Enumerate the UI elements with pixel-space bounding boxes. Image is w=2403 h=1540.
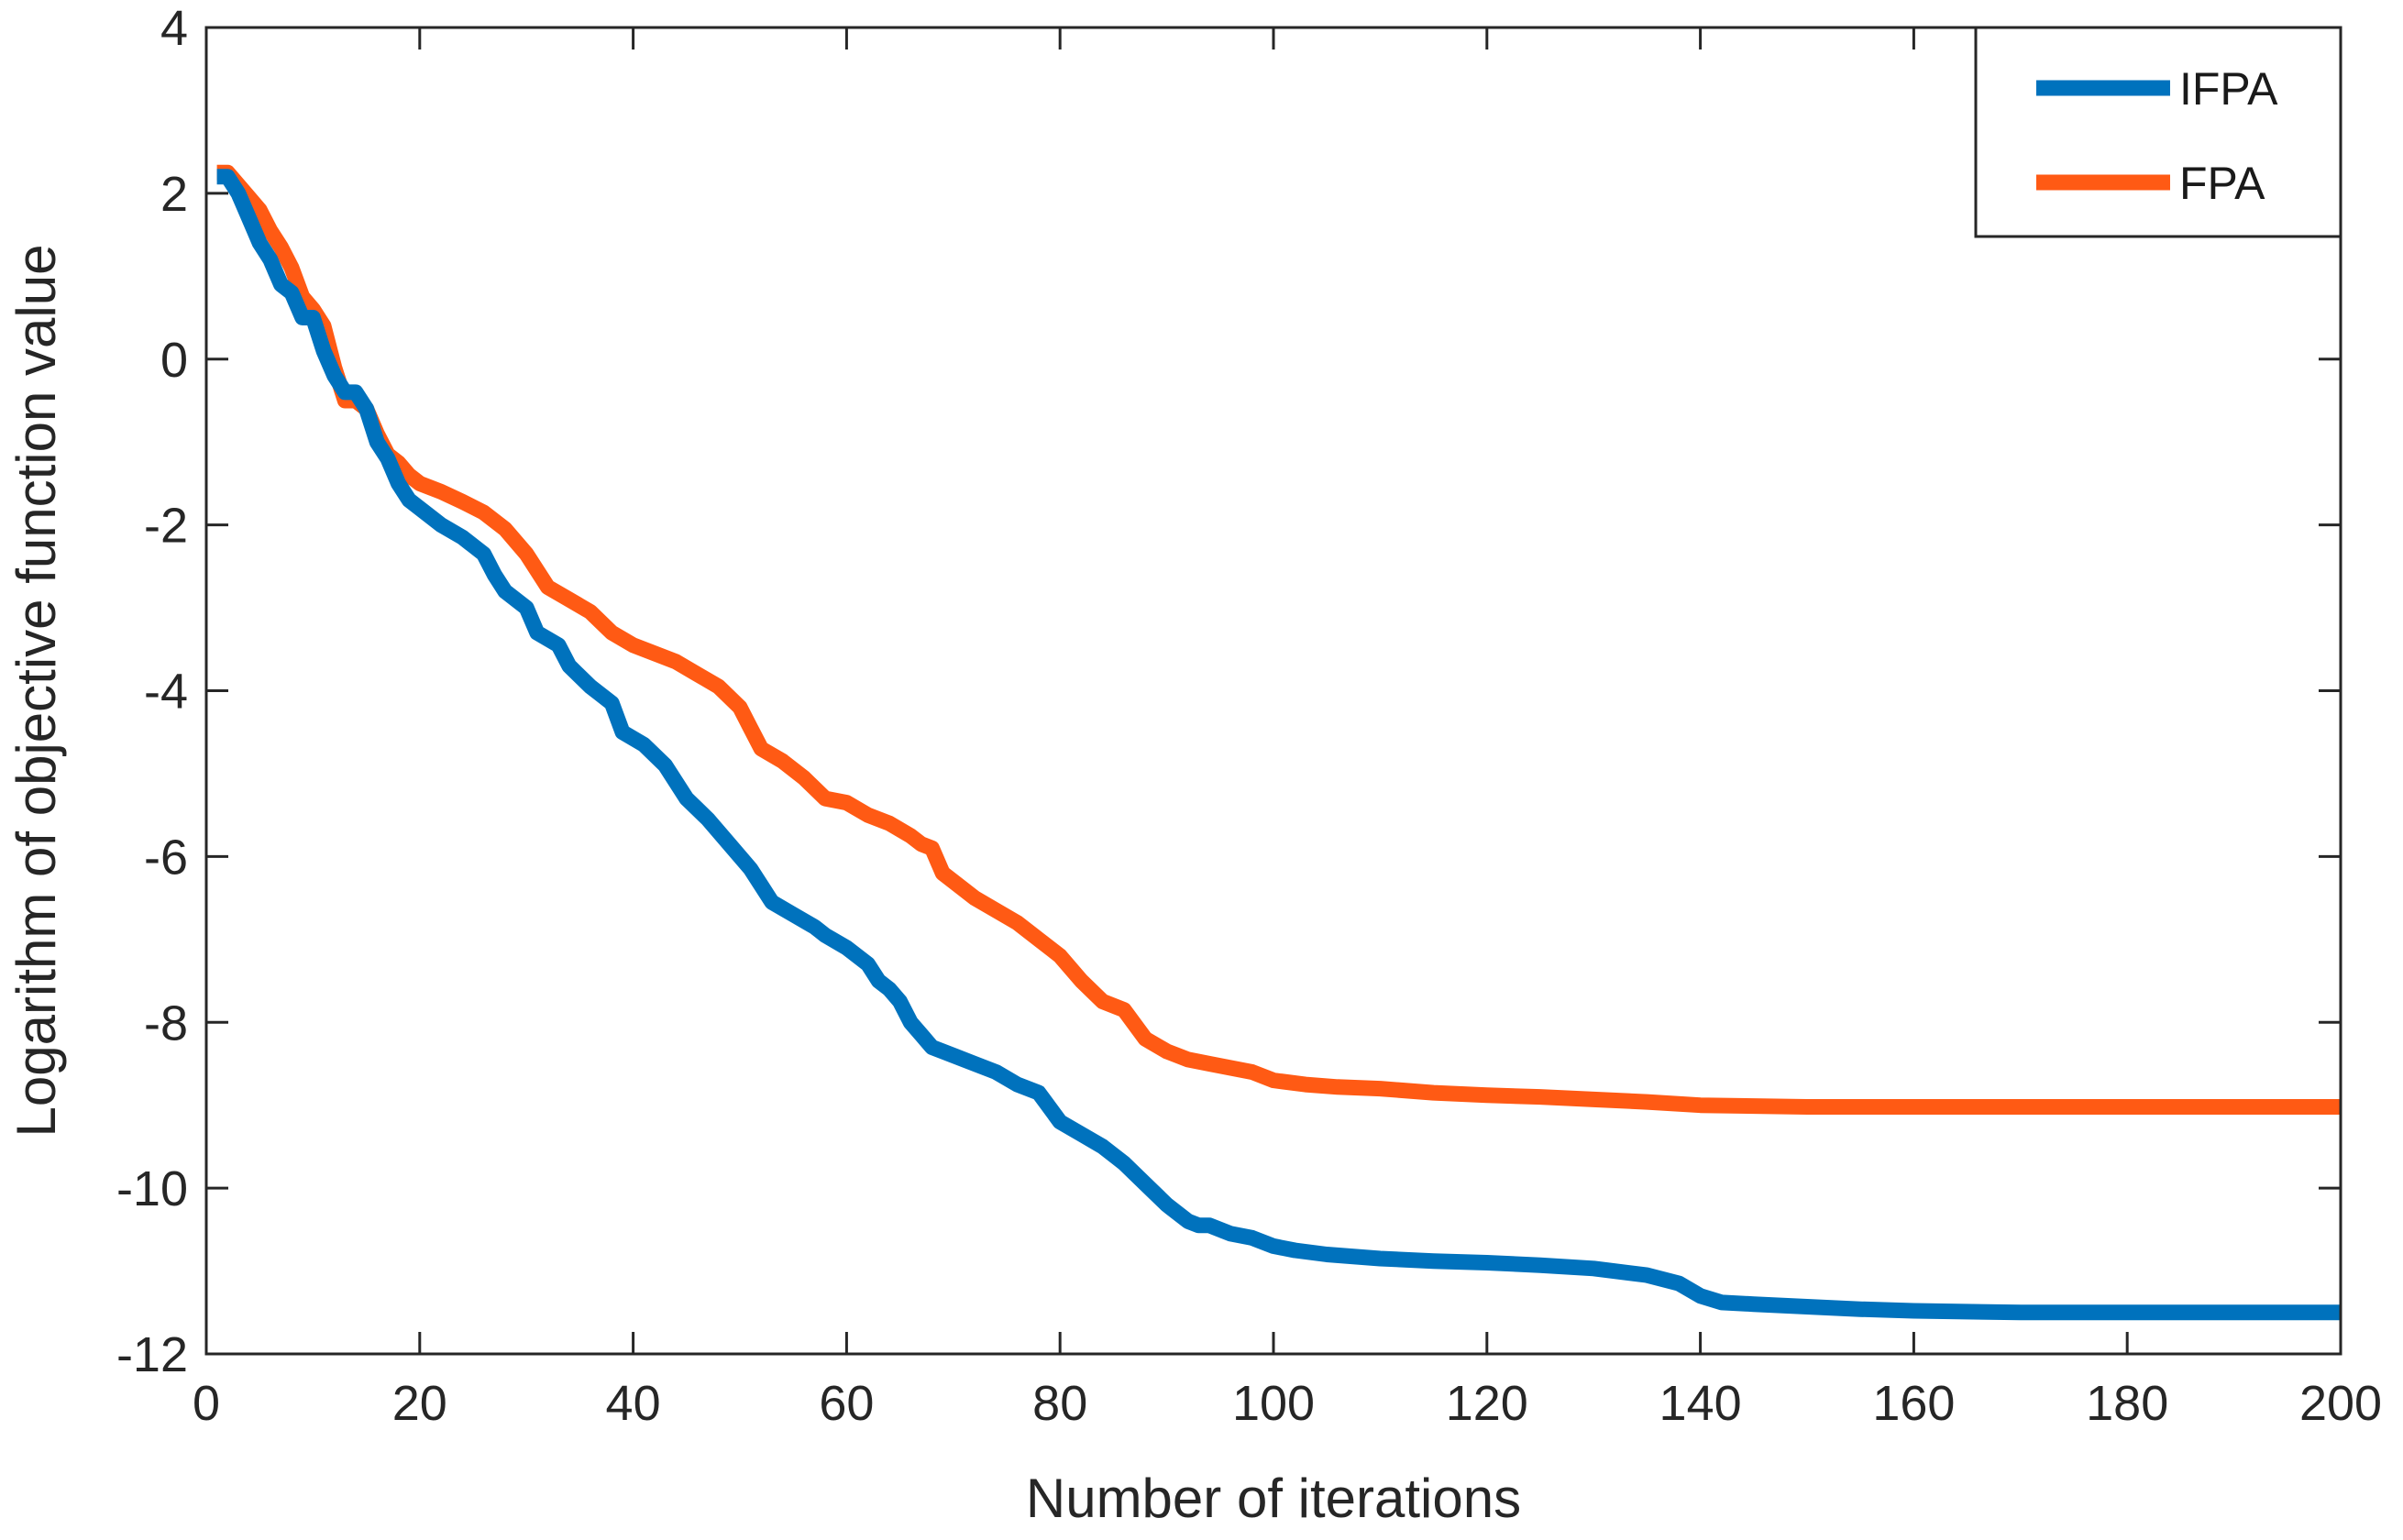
x-axis: 0 20 40 60 80 100 120 140 160 180 200 [193,28,2382,1431]
y-tick-label: -10 [116,1161,188,1216]
x-tick-label: 0 [193,1376,220,1431]
x-tick-label: 40 [606,1376,661,1431]
x-tick-label: 140 [1659,1376,1742,1431]
legend-box [1974,26,2342,238]
legend: IFPA FPA [1974,26,2342,238]
y-axis: 4 2 0 -2 -4 -6 -8 -10 -12 [116,1,2341,1382]
x-tick-label: 120 [1446,1376,1528,1431]
y-axis-title: Logarithm of objective function value [6,245,67,1138]
y-tick-label: 4 [160,1,188,56]
legend-label-fpa: FPA [2179,158,2265,209]
plot-background [206,28,2341,1354]
x-tick-label: 160 [1872,1376,1955,1431]
y-tick-label: 2 [160,167,188,222]
axes-frame [204,26,2342,1356]
y-tick-label: 0 [160,333,188,388]
y-tick-label: -8 [144,996,188,1050]
axes-box [204,26,2342,1356]
plot-area [206,28,2341,1354]
x-tick-label: 20 [392,1376,447,1431]
series-line-ifpa [216,169,2341,1321]
x-tick-label: 60 [819,1376,874,1431]
legend-label-ifpa: IFPA [2179,63,2278,115]
x-tick-label: 200 [2299,1376,2382,1431]
x-axis-title: Number of iterations [1026,1468,1521,1529]
x-tick-label: 100 [1232,1376,1315,1431]
x-tick-label: 80 [1032,1376,1087,1431]
y-tick-label: -6 [144,830,188,885]
y-tick-label: -4 [144,665,188,720]
x-tick-label: 180 [2086,1376,2168,1431]
y-tick-label: -12 [116,1327,188,1382]
series-lines [216,164,2341,1321]
y-tick-label: -2 [144,499,188,554]
